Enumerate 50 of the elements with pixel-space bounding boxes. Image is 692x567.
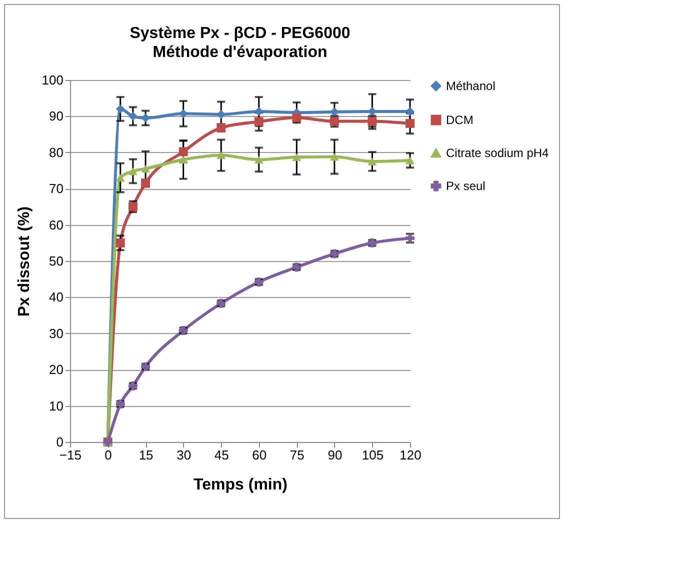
point — [254, 117, 264, 126]
x-tick-label: 60 — [252, 448, 267, 462]
x-tick-label: 75 — [290, 448, 304, 462]
y-tick-label: 10 — [49, 398, 64, 414]
x-tick-label: 90 — [328, 448, 342, 462]
point — [406, 118, 414, 128]
point — [330, 116, 339, 126]
point — [254, 107, 264, 116]
legend-label: Px seul — [446, 179, 486, 193]
point — [216, 151, 226, 160]
legend-label: DCM — [446, 113, 474, 127]
legend-label: Méthanol — [446, 79, 496, 93]
y-tick-label: 70 — [49, 181, 64, 196]
x-tick-label: 30 — [176, 448, 192, 462]
x-tick-label: 45 — [214, 448, 229, 462]
point — [116, 174, 125, 182]
x-tick-label: −15 — [59, 448, 82, 462]
x-tick-label: 105 — [362, 448, 384, 462]
chart-title: Système Px - βCD - PEG6000 — [130, 25, 350, 42]
point — [330, 152, 339, 161]
y-tick-label: 60 — [49, 217, 64, 232]
point — [406, 156, 414, 164]
point — [406, 107, 414, 116]
x-axis-title: Temps (min) — [194, 476, 288, 494]
point — [368, 116, 377, 126]
chart-subtitle: Méthode d'évaporation — [152, 44, 328, 61]
point — [178, 147, 188, 156]
y-tick-label: 80 — [49, 144, 64, 160]
y-tick-label: 50 — [49, 254, 64, 268]
point — [128, 112, 138, 121]
y-axis-title: Px dissout (%) — [16, 206, 33, 317]
y-tick-label: 100 — [42, 72, 64, 88]
point — [292, 153, 302, 161]
y-tick-label: 40 — [49, 290, 64, 305]
x-tick-label: 120 — [400, 448, 422, 462]
point — [128, 202, 138, 212]
x-tick-label: 15 — [138, 448, 154, 462]
y-tick-label: 30 — [49, 326, 64, 341]
point — [116, 238, 125, 248]
point — [128, 167, 138, 176]
y-tick-label: 90 — [49, 108, 64, 124]
point — [178, 156, 188, 164]
point — [368, 158, 377, 166]
legend-label: Citrate sodium pH4 — [446, 146, 550, 160]
point — [141, 164, 150, 173]
point — [116, 104, 125, 114]
point — [254, 156, 264, 164]
y-tick-label: 0 — [56, 434, 64, 450]
x-tick-label: 0 — [104, 448, 112, 462]
y-tick-label: 20 — [49, 362, 64, 378]
